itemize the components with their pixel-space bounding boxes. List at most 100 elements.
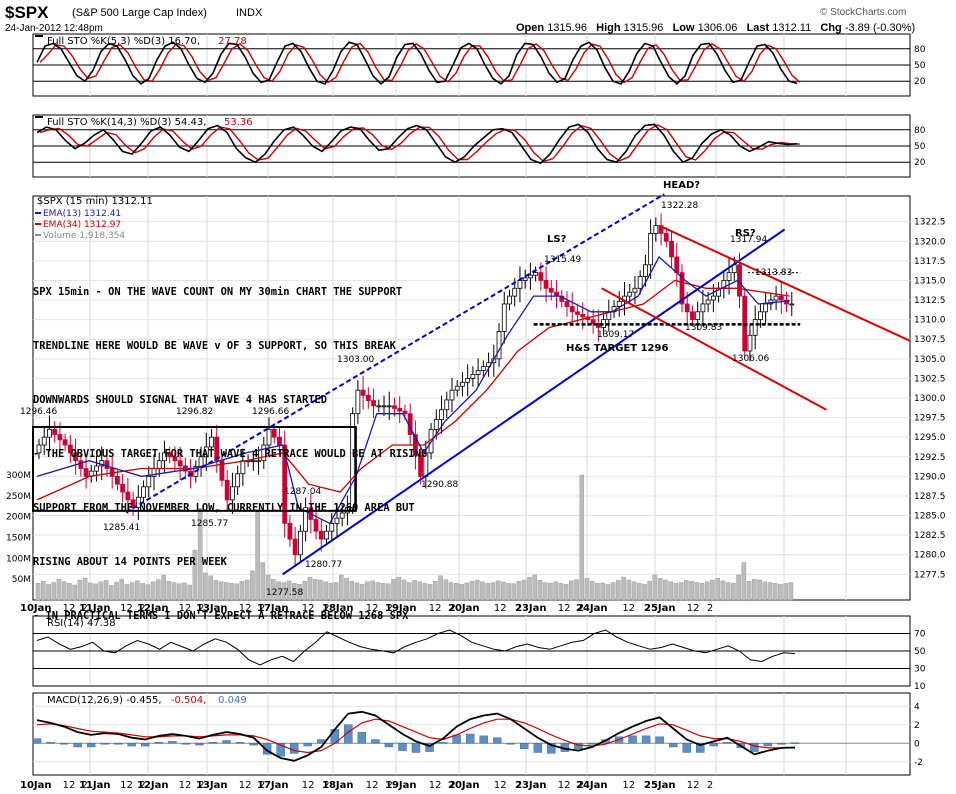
x-date-label: 25Jan	[644, 603, 676, 614]
candle-body	[120, 483, 126, 493]
volume-bar	[511, 583, 517, 601]
x-tick-label: 12	[63, 780, 76, 791]
macd-histogram-bar	[682, 743, 691, 753]
candle-body	[789, 303, 795, 306]
volume-bar	[213, 580, 219, 601]
rsi-y-tick: 10	[914, 682, 926, 692]
macd-histogram-bar	[235, 742, 245, 744]
candle-body	[527, 274, 533, 279]
x-tick-label: 12	[63, 603, 76, 614]
upper-channel-line	[125, 193, 665, 514]
x-tick-label: 2	[578, 780, 584, 791]
volume-bar	[621, 576, 626, 601]
volume-bar	[108, 585, 114, 601]
candle-body	[386, 405, 392, 408]
volume-bar	[589, 581, 595, 601]
rsi-line	[36, 629, 796, 666]
volume-bar	[333, 582, 339, 601]
volume-bar	[56, 578, 62, 601]
macd-legend-signal: -0.504,	[171, 695, 206, 706]
x-tick-label: 12	[239, 603, 252, 614]
x-tick-label: 12	[429, 603, 442, 614]
volume-bar	[286, 580, 292, 601]
candle-body	[763, 303, 769, 313]
x-tick-label: 2	[139, 603, 145, 614]
volume-bar	[579, 474, 585, 601]
candle-body	[653, 225, 659, 234]
volume-bar	[271, 578, 276, 601]
candle-body	[778, 295, 784, 301]
macd-y-tick: 0	[914, 739, 920, 749]
price-label: 1290.88	[421, 480, 458, 490]
candle-body	[507, 295, 512, 305]
candle-body	[470, 374, 476, 379]
price-y-tick: 1290.0	[914, 472, 946, 482]
volume-bar	[250, 570, 255, 601]
candle-body	[83, 468, 89, 477]
candle-body	[726, 272, 732, 281]
volume-bar	[375, 582, 381, 601]
pattern-label: RS?	[735, 228, 756, 239]
volume-bar	[595, 583, 600, 601]
macd-histogram-bar	[493, 737, 502, 744]
x-tick-label: 2	[450, 603, 456, 614]
annotation-line: TRENDLINE HERE WOULD BE WAVE v OF 3 SUPP…	[33, 340, 396, 352]
volume-bar	[663, 579, 668, 601]
macd-histogram-bar	[371, 739, 380, 744]
volume-bar	[668, 581, 673, 601]
volume-bar	[501, 581, 506, 601]
price-title: $SPX (15 min) 1312.11	[37, 196, 153, 207]
sto-slow-y-tick: 20	[914, 158, 926, 168]
ema13-line	[36, 255, 790, 525]
candle-body	[303, 507, 309, 532]
volume-bar	[417, 581, 423, 601]
candle-body	[339, 512, 345, 519]
volume-bar	[704, 581, 710, 601]
macd-histogram-bar	[168, 741, 177, 744]
x-date-label: 13Jan	[196, 780, 228, 791]
x-date-label: 17Jan	[257, 603, 289, 614]
macd-histogram-bar	[723, 742, 732, 744]
candle-body	[710, 295, 716, 301]
macd-histogram-bar	[344, 724, 353, 744]
chg-value: -3.89 (-0.30%)	[844, 22, 916, 34]
candle-body	[203, 446, 209, 458]
volume-bar	[302, 581, 308, 601]
macd-histogram-bar	[574, 743, 583, 749]
x-tick-label: 12	[687, 603, 700, 614]
volume-bar	[454, 583, 459, 601]
candle-body	[643, 264, 648, 277]
price-y-tick: 1310.0	[914, 316, 946, 326]
macd-histogram-bar	[628, 735, 637, 744]
volume-bar	[751, 578, 757, 601]
volume-bar	[124, 583, 130, 601]
candle-body	[575, 311, 580, 315]
candle-body	[632, 287, 638, 293]
volume-bar	[234, 583, 240, 601]
volume-bar	[673, 583, 679, 601]
index-name: (S&P 500 Large Cap Index)	[72, 7, 207, 19]
macd-histogram-bar	[100, 743, 109, 745]
ema34-line	[36, 279, 790, 501]
macd-y-tick: 4	[914, 702, 920, 712]
candle-body	[684, 303, 690, 313]
macd-y-tick: 2	[914, 721, 920, 731]
downchannel-lower	[601, 287, 827, 411]
annotation-line: SUPPORT FROM THE NOVEMBER LOW, CURRENTLY…	[33, 502, 415, 514]
volume-bar	[485, 583, 490, 601]
volume-bar	[720, 580, 726, 601]
volume-bar	[532, 574, 538, 601]
x-tick-label: 2	[198, 780, 204, 791]
stockcharts-watermark: © StockCharts.com	[820, 7, 907, 18]
volume-bar	[223, 582, 229, 601]
x-tick-label: 2	[387, 603, 393, 614]
volume-bar	[788, 582, 794, 601]
candle-body	[460, 381, 465, 387]
volume-bar	[359, 583, 365, 601]
macd-histogram-bar	[154, 742, 164, 744]
volume-bar	[584, 578, 590, 601]
price-label: 1309.17	[597, 330, 634, 340]
candle-body	[172, 456, 178, 462]
candle-body	[125, 491, 131, 501]
volume-bar	[67, 583, 72, 601]
